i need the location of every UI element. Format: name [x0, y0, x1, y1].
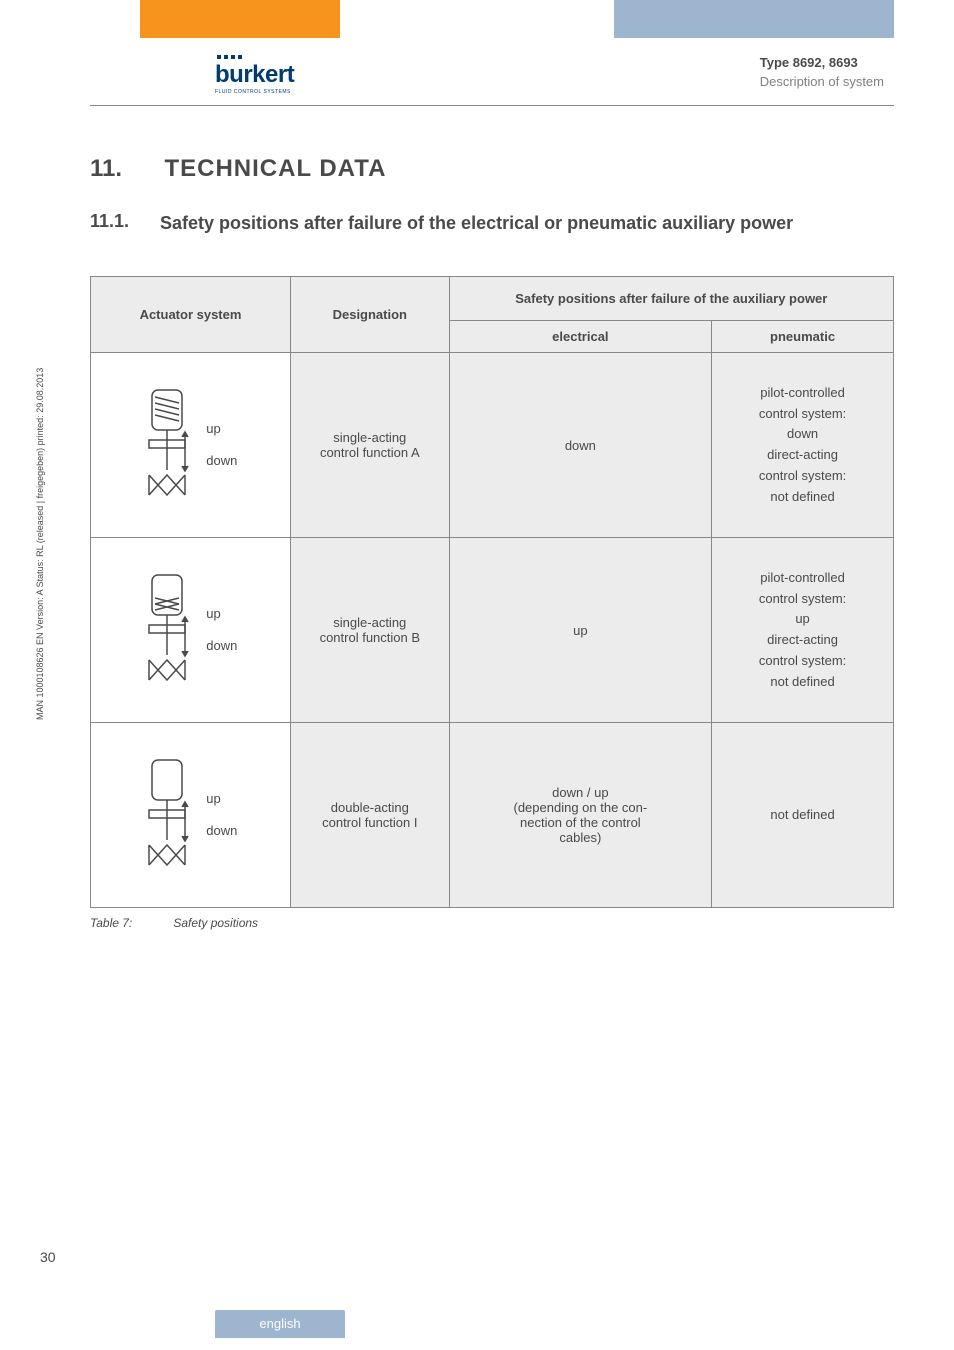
pneu-line: not defined [770, 489, 834, 504]
header-title-block: Type 8692, 8693 Description of system [760, 55, 884, 89]
pneu-line: direct-acting [767, 632, 838, 647]
logo-dots-icon [217, 55, 315, 59]
pneu-line: control system: [759, 591, 846, 606]
electrical-cell: down [449, 353, 712, 538]
pneu-line: pilot-controlled [760, 570, 845, 585]
actuator-diagram-cell: up down [91, 353, 291, 538]
page-header: burkert FLUID CONTROL SYSTEMS Type 8692,… [0, 0, 954, 130]
header-rule [90, 105, 894, 106]
pneu-line: down [787, 426, 818, 441]
down-label: down [206, 638, 237, 653]
header-orange-tab [140, 0, 340, 38]
actuator-labels: up down [206, 413, 237, 478]
pneu-line: control system: [759, 653, 846, 668]
th-actuator: Actuator system [91, 277, 291, 353]
table-row: up down single-acting control function B… [91, 538, 894, 723]
pneu-line: control system: [759, 406, 846, 421]
down-label: down [206, 823, 237, 838]
th-safety-group: Safety positions after failure of the au… [449, 277, 893, 321]
logo-text: burkert [215, 61, 315, 89]
up-label: up [206, 606, 220, 621]
elec-line: down / up [552, 785, 608, 800]
subsection-title: Safety positions after failure of the el… [160, 211, 793, 236]
pneu-line: not defined [770, 674, 834, 689]
page-number: 30 [40, 1249, 56, 1265]
safety-positions-table: Actuator system Designation Safety posit… [90, 276, 894, 908]
table-header-row: Actuator system Designation Safety posit… [91, 277, 894, 321]
caption-label: Table 7: [90, 916, 170, 930]
footer-language-tab: english [215, 1310, 345, 1338]
up-label: up [206, 791, 220, 806]
doc-desc: Description of system [760, 74, 884, 89]
electrical-cell: down / up (depending on the con- nection… [449, 723, 712, 908]
pneu-line: control system: [759, 468, 846, 483]
actuator-double-acting-icon [144, 755, 199, 875]
main-content: 11. TECHNICAL DATA 11.1. Safety position… [90, 155, 894, 930]
subsection-number: 11.1. [90, 211, 160, 236]
section-heading: 11. TECHNICAL DATA [90, 155, 894, 183]
designation-cell: double-acting control function I [291, 723, 450, 908]
th-designation: Designation [291, 277, 450, 353]
designation-line2: control function A [320, 445, 420, 460]
elec-line: nection of the control [520, 815, 641, 830]
down-label: down [206, 453, 237, 468]
designation-line2: control function I [322, 815, 417, 830]
table-row: up down double-acting control function I… [91, 723, 894, 908]
actuator-spring-top-icon [144, 385, 199, 505]
pneumatic-cell: pilot-controlled control system: up dire… [712, 538, 894, 723]
doc-type: Type 8692, 8693 [760, 55, 884, 70]
designation-line2: control function B [320, 630, 420, 645]
caption-text: Safety positions [173, 916, 258, 930]
actuator-diagram-cell: up down [91, 538, 291, 723]
designation-line1: single-acting [333, 615, 406, 630]
subsection-heading: 11.1. Safety positions after failure of … [90, 211, 894, 236]
section-number: 11. [90, 155, 160, 183]
actuator-labels: up down [206, 598, 237, 663]
table-caption: Table 7: Safety positions [90, 916, 894, 930]
th-electrical: electrical [449, 321, 712, 353]
pneu-line: pilot-controlled [760, 385, 845, 400]
section-title: TECHNICAL DATA [164, 155, 386, 183]
actuator-labels: up down [206, 783, 237, 848]
designation-line1: single-acting [333, 430, 406, 445]
electrical-cell: up [449, 538, 712, 723]
pneu-line: direct-acting [767, 447, 838, 462]
elec-line: cables) [559, 830, 601, 845]
pneumatic-cell: pilot-controlled control system: down di… [712, 353, 894, 538]
actuator-spring-bottom-icon [144, 570, 199, 690]
logo-subtitle: FLUID CONTROL SYSTEMS [215, 89, 315, 95]
side-metadata-text: MAN 1000108626 EN Version: A Status: RL … [35, 368, 45, 720]
designation-line1: double-acting [331, 800, 409, 815]
table-row: up down single-acting control function A… [91, 353, 894, 538]
elec-line: (depending on the con- [514, 800, 648, 815]
th-pneumatic: pneumatic [712, 321, 894, 353]
pneumatic-cell: not defined [712, 723, 894, 908]
designation-cell: single-acting control function B [291, 538, 450, 723]
actuator-diagram-cell: up down [91, 723, 291, 908]
pneu-line: up [795, 611, 809, 626]
logo: burkert FLUID CONTROL SYSTEMS [215, 55, 315, 95]
header-blue-tab [614, 0, 894, 38]
up-label: up [206, 421, 220, 436]
designation-cell: single-acting control function A [291, 353, 450, 538]
